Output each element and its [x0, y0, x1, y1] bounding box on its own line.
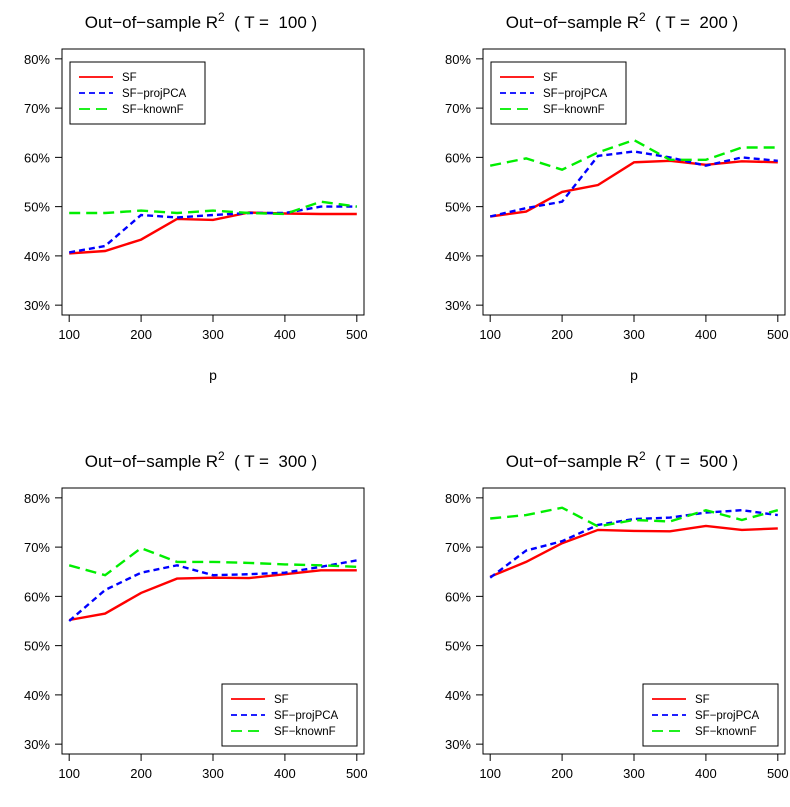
series-line-sf	[68, 569, 357, 622]
legend-label: SF−projPCA	[543, 88, 608, 100]
legend: SF SF−projPCA SF−knownF	[490, 61, 627, 125]
x-tick-label: 300	[202, 766, 224, 781]
x-tick-label: 500	[767, 766, 789, 781]
y-tick-label: 50%	[445, 200, 471, 215]
chart-title: Out−of−sample R2 ( T = 100 )	[85, 10, 317, 32]
y-tick-label: 80%	[445, 491, 471, 506]
chart-title: Out−of−sample R2 ( T = 300 )	[85, 449, 317, 471]
x-tick-label: 300	[623, 327, 645, 342]
x-tick-label: 400	[274, 766, 296, 781]
x-tick-label: 500	[346, 766, 368, 781]
y-tick-label: 80%	[24, 52, 50, 67]
y-tick-label: 30%	[24, 298, 50, 313]
legend: SF SF−projPCA SF−knownF	[69, 61, 206, 125]
y-tick-label: 50%	[24, 639, 50, 654]
x-tick-label: 400	[695, 327, 717, 342]
legend-label: SF	[274, 694, 289, 706]
chart-panel-3: Out−of−sample R2 ( T = 300 ) 100 200 300 400…	[24, 449, 368, 807]
x-tick-label: 400	[274, 327, 296, 342]
series-line-sf-projpca	[489, 150, 778, 218]
y-tick-label: 70%	[24, 101, 50, 116]
y-tick-label: 50%	[24, 200, 50, 215]
y-tick-label: 70%	[24, 540, 50, 555]
y-tick-label: 70%	[445, 101, 471, 116]
legend-label: SF	[695, 694, 710, 706]
x-tick-label: 200	[551, 327, 573, 342]
chart-panel-1: Out−of−sample R2 ( T = 100 ) 100 200 300 400…	[24, 10, 368, 383]
x-tick-label: 200	[551, 766, 573, 781]
x-tick-label: 100	[58, 327, 80, 342]
x-tick-label: 400	[695, 766, 717, 781]
series-line-sf-knownf	[68, 546, 357, 577]
legend-label: SF−projPCA	[122, 88, 187, 100]
y-tick-label: 60%	[24, 150, 50, 165]
series-line-sf	[489, 524, 778, 578]
y-tick-label: 30%	[445, 737, 471, 752]
legend-label: SF−knownF	[274, 726, 336, 738]
series-line-sf-projpca	[68, 559, 358, 622]
x-tick-label: 100	[479, 766, 501, 781]
y-tick-label: 30%	[445, 298, 471, 313]
y-tick-label: 60%	[445, 150, 471, 165]
x-tick-label: 300	[623, 766, 645, 781]
x-axis-label: p	[630, 367, 638, 383]
chart-title-superscript: 2	[218, 449, 225, 463]
x-tick-label: 200	[130, 327, 152, 342]
legend-label: SF	[543, 72, 558, 84]
y-tick-label: 80%	[445, 52, 471, 67]
y-tick-label: 50%	[445, 639, 471, 654]
x-axis-label: p	[209, 367, 217, 383]
y-tick-label: 60%	[445, 589, 471, 604]
series-line-sf-projpca	[489, 508, 778, 579]
chart-title-superscript: 2	[639, 449, 646, 463]
y-tick-label: 40%	[445, 688, 471, 703]
legend-label: SF−projPCA	[274, 710, 339, 722]
series-line-sf-knownf	[490, 506, 779, 528]
legend: SF SF−projPCA SF−knownF	[221, 683, 358, 747]
series-line-sf-projpca	[68, 205, 357, 254]
x-tick-label: 500	[767, 327, 789, 342]
chart-title-main: Out−of−sample R	[506, 13, 639, 32]
series-line-sf	[69, 211, 357, 255]
chart-title-suffix: ( T = 100 )	[225, 13, 317, 32]
legend: SF SF−projPCA SF−knownF	[642, 683, 779, 747]
chart-title-suffix: ( T = 200 )	[646, 13, 738, 32]
y-tick-label: 40%	[24, 688, 50, 703]
series-line-sf	[490, 159, 778, 218]
y-tick-label: 60%	[24, 589, 50, 604]
chart-title: Out−of−sample R2 ( T = 200 )	[506, 10, 738, 32]
series-line-sf-knownf	[69, 200, 357, 216]
y-tick-label: 30%	[24, 737, 50, 752]
x-tick-label: 200	[130, 766, 152, 781]
chart-panel-4: Out−of−sample R2 ( T = 500 ) 100 200 300 400…	[445, 449, 789, 807]
legend-label: SF−knownF	[543, 104, 605, 116]
chart-title-main: Out−of−sample R	[85, 452, 218, 471]
series-line-sf-knownf	[489, 138, 778, 171]
legend-label: SF−knownF	[695, 726, 757, 738]
x-tick-label: 100	[58, 766, 80, 781]
x-tick-label: 300	[202, 327, 224, 342]
chart-title-main: Out−of−sample R	[85, 13, 218, 32]
chart-title-suffix: ( T = 500 )	[646, 452, 738, 471]
legend-label: SF	[122, 72, 137, 84]
chart-title-superscript: 2	[218, 10, 225, 24]
legend-label: SF−projPCA	[695, 710, 760, 722]
chart-title-suffix: ( T = 300 )	[225, 452, 317, 471]
y-tick-label: 80%	[24, 491, 50, 506]
chart-panel-2: Out−of−sample R2 ( T = 200 ) 100 200 300 400…	[445, 10, 789, 383]
chart-title-superscript: 2	[639, 10, 646, 24]
chart-title-main: Out−of−sample R	[506, 452, 639, 471]
legend-label: SF−knownF	[122, 104, 184, 116]
y-tick-label: 40%	[445, 249, 471, 264]
y-tick-label: 70%	[445, 540, 471, 555]
chart-title: Out−of−sample R2 ( T = 500 )	[506, 449, 738, 471]
y-tick-label: 40%	[24, 249, 50, 264]
x-tick-label: 100	[479, 327, 501, 342]
x-tick-label: 500	[346, 327, 368, 342]
